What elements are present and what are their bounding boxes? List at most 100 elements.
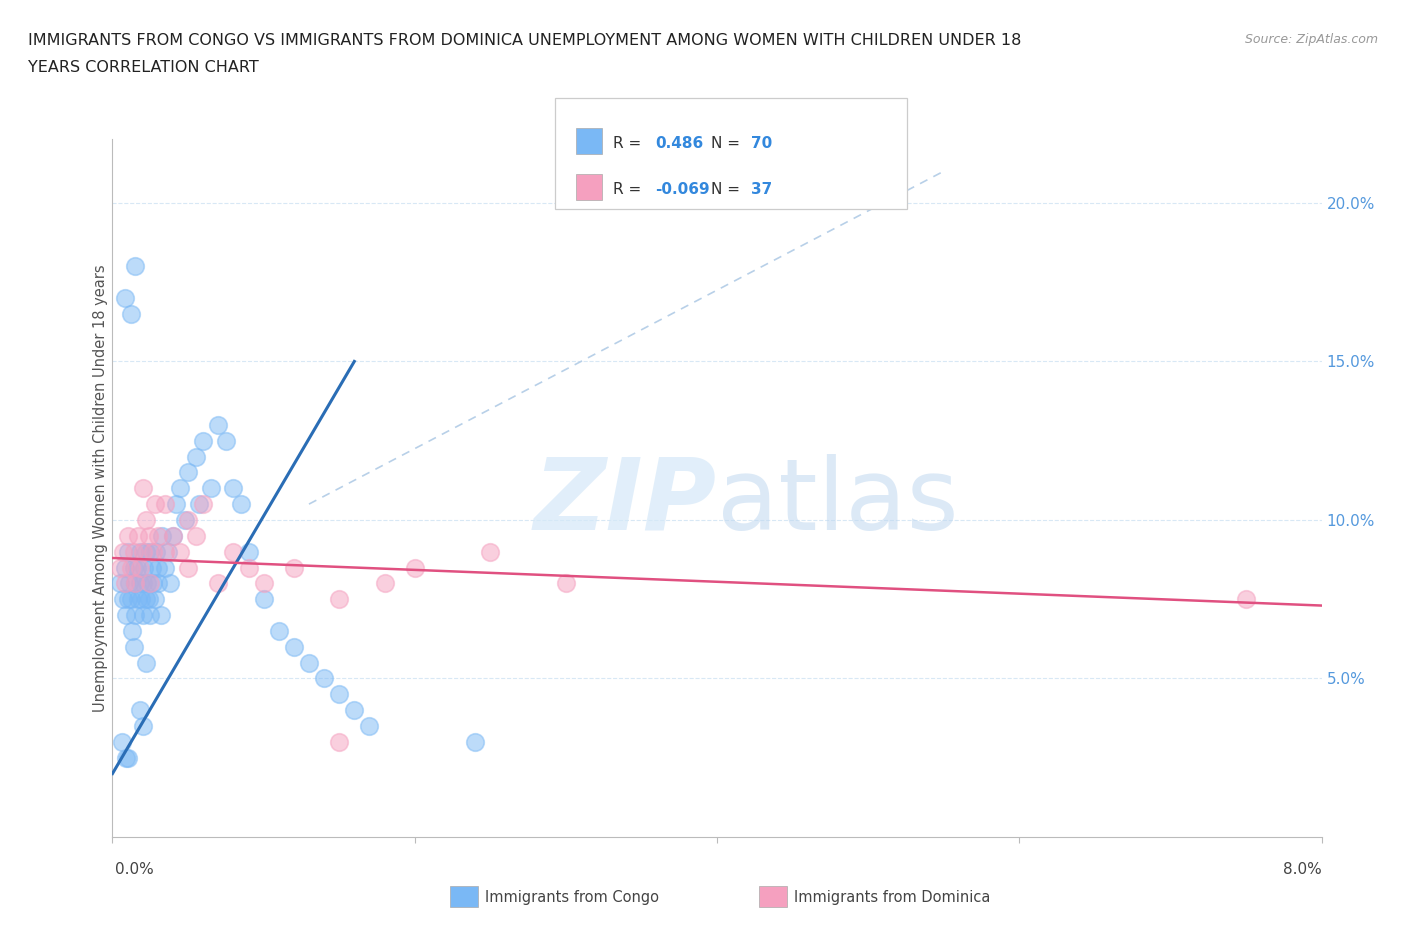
Y-axis label: Unemployment Among Women with Children Under 18 years: Unemployment Among Women with Children U…	[93, 264, 108, 712]
Point	[143, 497, 166, 512]
Point	[162, 528, 184, 543]
Point	[118, 576, 141, 591]
Point	[146, 560, 169, 575]
Point	[138, 528, 160, 543]
Point	[222, 544, 245, 559]
Point	[139, 544, 162, 559]
Text: -0.069: -0.069	[655, 181, 710, 197]
Point	[207, 576, 229, 591]
Point	[177, 560, 200, 575]
Point	[138, 591, 160, 606]
Point	[142, 544, 165, 559]
Point	[112, 544, 135, 559]
Point	[149, 607, 172, 622]
Point	[122, 639, 145, 654]
Point	[128, 576, 150, 591]
Text: ZIP: ZIP	[534, 454, 717, 551]
Point	[132, 719, 155, 734]
Point	[328, 735, 350, 750]
Point	[162, 528, 184, 543]
Point	[328, 687, 350, 702]
Point	[121, 623, 143, 638]
Point	[207, 418, 229, 432]
Text: Immigrants from Congo: Immigrants from Congo	[485, 890, 659, 905]
Point	[283, 639, 305, 654]
Point	[159, 576, 181, 591]
Text: 0.486: 0.486	[655, 136, 703, 151]
Point	[110, 735, 132, 750]
Point	[165, 497, 187, 512]
Point	[132, 576, 155, 591]
Point	[135, 656, 157, 671]
Point	[108, 576, 131, 591]
Point	[328, 591, 350, 606]
Text: 0.0%: 0.0%	[115, 862, 155, 877]
Point	[146, 528, 169, 543]
Point	[132, 481, 155, 496]
Point	[187, 497, 209, 512]
Point	[128, 544, 150, 559]
Point	[1234, 591, 1257, 606]
Point	[283, 560, 305, 575]
Point	[155, 560, 177, 575]
Point	[374, 576, 396, 591]
Point	[253, 591, 276, 606]
Point	[267, 623, 290, 638]
Point	[253, 576, 276, 591]
Point	[132, 607, 155, 622]
Point	[120, 591, 142, 606]
Point	[117, 528, 139, 543]
Text: 70: 70	[751, 136, 772, 151]
Point	[177, 512, 200, 527]
Point	[155, 497, 177, 512]
Point	[238, 560, 260, 575]
Point	[114, 576, 136, 591]
Point	[114, 560, 136, 575]
Text: R =: R =	[613, 136, 647, 151]
Text: N =: N =	[711, 136, 745, 151]
Point	[114, 290, 136, 305]
Point	[139, 607, 162, 622]
Point	[404, 560, 426, 575]
Point	[117, 591, 139, 606]
Point	[135, 544, 157, 559]
Point	[359, 719, 381, 734]
Point	[117, 544, 139, 559]
Point	[135, 591, 157, 606]
Point	[222, 481, 245, 496]
Point	[139, 576, 162, 591]
Text: 8.0%: 8.0%	[1282, 862, 1322, 877]
Point	[134, 560, 156, 575]
Point	[298, 656, 321, 671]
Point	[128, 560, 150, 575]
Point	[215, 433, 238, 448]
Text: N =: N =	[711, 181, 745, 197]
Point	[155, 544, 177, 559]
Point	[145, 544, 167, 559]
Point	[343, 703, 366, 718]
Point	[191, 497, 214, 512]
Text: Source: ZipAtlas.com: Source: ZipAtlas.com	[1244, 33, 1378, 46]
Point	[177, 465, 200, 480]
Point	[112, 591, 135, 606]
Point	[115, 751, 138, 765]
Point	[142, 576, 165, 591]
Point	[136, 576, 159, 591]
Point	[132, 544, 155, 559]
Point	[135, 512, 157, 527]
Point	[127, 528, 149, 543]
Point	[146, 576, 169, 591]
Point	[464, 735, 486, 750]
Point	[124, 576, 146, 591]
Point	[238, 544, 260, 559]
Point	[174, 512, 197, 527]
Point	[128, 703, 150, 718]
Point	[122, 544, 145, 559]
Point	[157, 544, 180, 559]
Point	[124, 259, 146, 273]
Text: atlas: atlas	[717, 454, 959, 551]
Point	[554, 576, 576, 591]
Point	[124, 576, 146, 591]
Text: IMMIGRANTS FROM CONGO VS IMMIGRANTS FROM DOMINICA UNEMPLOYMENT AMONG WOMEN WITH : IMMIGRANTS FROM CONGO VS IMMIGRANTS FROM…	[28, 33, 1022, 47]
Text: 37: 37	[751, 181, 772, 197]
